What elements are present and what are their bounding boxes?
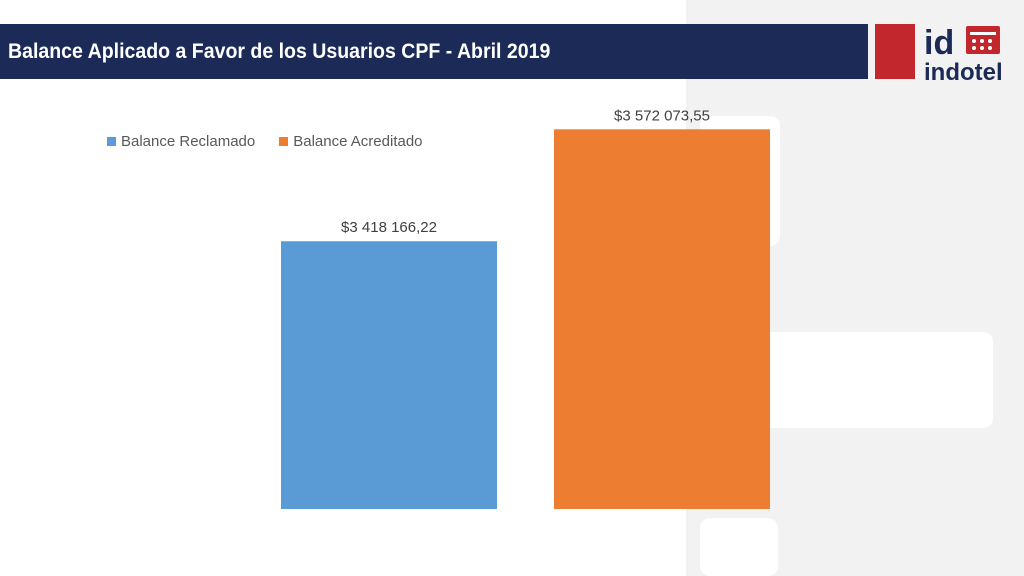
legend-label: Balance Reclamado [121,133,256,150]
legend-swatch [107,137,116,146]
legend-item: Balance Acreditado [279,133,423,150]
background-card [700,518,778,576]
data-label: $3 572 073,55 [614,107,710,124]
bar-chart: $3 418 166,22 $3 572 073,55 [281,107,770,510]
logo-red-block [875,24,915,79]
title-bar: Balance Aplicado a Favor de los Usuarios… [0,24,868,79]
legend-item: Balance Reclamado [107,133,255,150]
bar-balance-reclamado [281,241,497,510]
logo-text: indotel [924,59,1003,84]
indotel-logo: id indotel [924,24,1003,84]
bar-balance-acreditado [554,129,770,509]
data-label: $3 418 166,22 [341,219,437,236]
logo-mark: id [924,24,954,62]
chart-legend: Balance Reclamado Balance Acreditado [107,133,423,150]
page-title: Balance Aplicado a Favor de los Usuarios… [8,39,551,63]
legend-swatch [279,137,289,146]
keypad-icon [966,26,1000,54]
legend-label: Balance Acreditado [293,133,423,150]
